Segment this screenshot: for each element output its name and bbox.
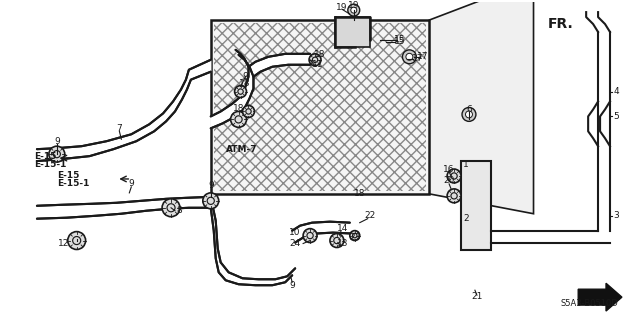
Circle shape: [230, 111, 246, 127]
Bar: [214, 23, 426, 191]
Circle shape: [162, 199, 180, 217]
Text: 15: 15: [394, 35, 405, 44]
Circle shape: [203, 193, 219, 209]
Text: 16: 16: [444, 165, 455, 174]
Text: ATM-7: ATM-7: [226, 145, 257, 154]
Text: 9: 9: [208, 182, 214, 190]
Text: 1: 1: [463, 160, 469, 168]
Text: FR.: FR.: [547, 17, 573, 31]
Text: E-15: E-15: [34, 152, 56, 161]
Circle shape: [350, 231, 360, 241]
Text: E-15-1: E-15-1: [57, 179, 89, 189]
Polygon shape: [37, 197, 211, 219]
Text: 6: 6: [466, 105, 472, 114]
Bar: [461, 161, 491, 250]
Text: S5A3-B0510D: S5A3-B0510D: [560, 299, 618, 308]
Text: 18: 18: [354, 189, 365, 198]
Circle shape: [49, 146, 65, 162]
Polygon shape: [211, 197, 295, 285]
Circle shape: [462, 108, 476, 121]
Circle shape: [447, 189, 461, 203]
Text: 9: 9: [243, 72, 248, 81]
Circle shape: [403, 50, 417, 64]
Text: 15: 15: [394, 37, 405, 47]
Text: 18: 18: [239, 79, 250, 88]
Text: 17: 17: [412, 54, 423, 63]
Circle shape: [243, 106, 255, 117]
Text: 19: 19: [348, 1, 360, 10]
Text: 9: 9: [54, 137, 60, 146]
Polygon shape: [292, 222, 353, 242]
Circle shape: [235, 85, 246, 98]
Text: 9: 9: [289, 281, 295, 290]
Text: 18: 18: [314, 50, 326, 59]
Circle shape: [351, 7, 356, 13]
Text: 13: 13: [337, 239, 349, 248]
Circle shape: [330, 234, 344, 248]
Text: E-15-1: E-15-1: [34, 160, 67, 168]
Text: 11: 11: [312, 60, 324, 69]
Circle shape: [348, 4, 360, 16]
Text: 2: 2: [463, 214, 469, 223]
Circle shape: [309, 54, 321, 66]
Text: 5: 5: [613, 112, 619, 121]
Text: 7: 7: [116, 124, 122, 133]
Circle shape: [465, 111, 472, 118]
Circle shape: [406, 53, 413, 60]
Text: 23: 23: [349, 233, 360, 242]
Polygon shape: [211, 50, 253, 128]
Polygon shape: [429, 0, 534, 214]
Bar: [335, 17, 370, 47]
Text: 10: 10: [289, 228, 301, 237]
Circle shape: [303, 229, 317, 242]
Text: 3: 3: [613, 211, 619, 220]
Text: 24: 24: [289, 239, 301, 248]
Text: 8: 8: [176, 206, 182, 215]
Polygon shape: [37, 60, 211, 161]
Polygon shape: [248, 54, 310, 77]
Text: 12: 12: [58, 239, 70, 248]
Text: 19: 19: [336, 3, 348, 12]
Circle shape: [68, 232, 86, 249]
Text: 9: 9: [129, 179, 134, 189]
Bar: [211, 20, 429, 194]
Text: 4: 4: [613, 87, 619, 96]
Circle shape: [447, 169, 461, 183]
Text: 22: 22: [364, 211, 375, 220]
Text: 17: 17: [417, 52, 428, 61]
Text: 21: 21: [471, 292, 483, 301]
Text: 18: 18: [233, 104, 244, 113]
Polygon shape: [578, 283, 622, 311]
Text: E-15: E-15: [57, 172, 79, 181]
Text: 14: 14: [337, 224, 349, 233]
Text: 20: 20: [444, 176, 455, 185]
